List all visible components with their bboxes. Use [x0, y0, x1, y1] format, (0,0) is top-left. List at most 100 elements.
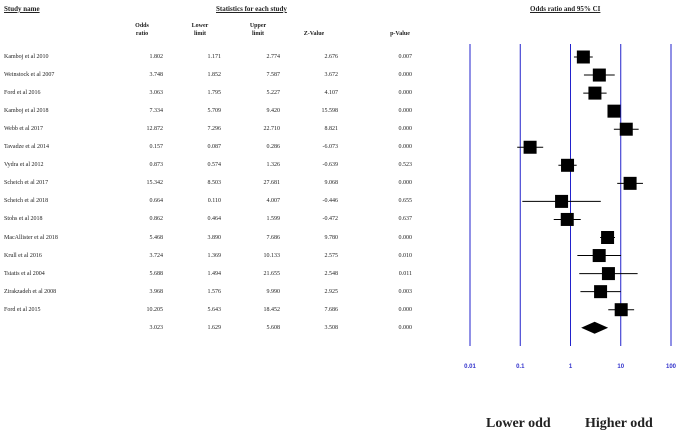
- cell-z: 9.780: [324, 234, 339, 241]
- cell-lower: 1.494: [207, 270, 222, 277]
- odds-ratio-marker: [576, 50, 590, 64]
- cell-z: 7.686: [324, 306, 339, 313]
- odds-ratio-marker: [592, 68, 606, 82]
- cell-upper: 0.286: [266, 144, 281, 151]
- cell-z: -0.446: [322, 198, 339, 205]
- statistics-header: Statistics for each study: [216, 5, 287, 13]
- cell-or: 1.802: [149, 54, 164, 60]
- cell-z: 3.508: [324, 324, 339, 331]
- cell-upper: 5.227: [266, 90, 281, 97]
- cell-upper: 22.710: [263, 126, 281, 133]
- study-name: Krull et al 2016: [4, 252, 42, 259]
- cell-upper: 4.007: [266, 198, 281, 205]
- odds-ratio-marker: [555, 194, 569, 208]
- cell-lower: 1.629: [207, 324, 222, 331]
- x-tick-label: 0.01: [464, 364, 476, 370]
- study-name: Ford et al 2015: [4, 306, 41, 313]
- odds-ratio-marker: [619, 122, 633, 136]
- cell-lower: 1.369: [207, 252, 222, 259]
- study-name-header: Study name: [4, 5, 40, 13]
- odds-ratio-marker: [561, 158, 575, 172]
- x-tick-label: 100: [666, 364, 677, 370]
- upper-limit-header-line2: limit: [252, 31, 264, 37]
- upper-limit-header-line1: Upper: [249, 23, 267, 29]
- study-name: Vydra et al 2012: [4, 162, 44, 169]
- cell-z: 9.068: [324, 180, 339, 187]
- cell-p: 0.000: [398, 306, 413, 313]
- cell-or: 3.724: [149, 252, 164, 259]
- cell-upper: 1.326: [266, 162, 281, 169]
- cell-or: 15.342: [146, 180, 164, 187]
- study-name: Webb et al 2017: [4, 126, 44, 133]
- cell-lower: 0.464: [207, 216, 222, 223]
- cell-z: 15.598: [321, 108, 339, 115]
- cell-lower: 3.890: [207, 234, 222, 241]
- study-name: Zirakzadeh et al 2008: [4, 288, 57, 295]
- study-name: Tsiatis et al 2004: [4, 270, 45, 277]
- cell-or: 5.688: [149, 270, 164, 277]
- odds-ratio-marker: [607, 104, 621, 118]
- cell-p: 0.000: [398, 90, 413, 97]
- forest-plot-header: Odds ratio and 95% CI: [530, 5, 601, 13]
- cell-p: 0.000: [398, 234, 413, 241]
- odds-ratio-marker: [588, 86, 602, 100]
- cell-upper: 9.990: [266, 288, 281, 295]
- cell-p: 0.011: [398, 270, 412, 277]
- cell-lower: 0.110: [207, 198, 221, 205]
- odds-ratio-marker: [614, 303, 628, 317]
- cell-lower: 0.087: [207, 144, 222, 151]
- odds-ratio-marker: [601, 231, 615, 244]
- cell-lower: 5.709: [207, 108, 222, 115]
- cell-or: 3.748: [149, 72, 164, 79]
- lower-limit-column-header: Lower limit: [176, 22, 224, 38]
- odds-ratio-marker: [560, 212, 574, 226]
- odds-ratio-marker: [592, 249, 606, 263]
- cell-upper: 18.452: [263, 306, 281, 313]
- cell-or: 3.023: [149, 324, 164, 331]
- study-name: Weinstock et al 2007: [4, 72, 55, 79]
- cell-or: 0.873: [149, 162, 164, 169]
- odds-ratio-marker: [623, 176, 637, 190]
- upper-limit-column-header: Upper limit: [234, 22, 282, 38]
- cell-lower: 1.852: [207, 72, 222, 79]
- study-name: Ford et al 2016: [4, 90, 41, 97]
- cell-z: 2.548: [324, 270, 339, 277]
- cell-z: 2.575: [324, 252, 339, 259]
- study-name: Tavadze et al 2014: [4, 144, 50, 151]
- odds-ratio-header-line1: Odds: [135, 23, 149, 29]
- x-tick-label: 0.1: [516, 364, 525, 370]
- cell-p: 0.523: [398, 162, 413, 169]
- cell-z: 4.107: [324, 90, 339, 97]
- cell-upper: 27.681: [263, 180, 281, 187]
- cell-or: 5.468: [149, 234, 164, 241]
- cell-p: 0.000: [398, 180, 413, 187]
- cell-or: 3.968: [149, 288, 164, 295]
- cell-lower: 5.643: [207, 306, 222, 313]
- study-name: Scheich et al 2017: [4, 180, 49, 187]
- cell-or: 0.862: [149, 216, 164, 223]
- cell-upper: 1.599: [266, 216, 281, 223]
- cell-upper: 7.587: [266, 72, 281, 79]
- cell-p: 0.007: [398, 54, 413, 60]
- cell-lower: 7.296: [207, 126, 222, 133]
- cell-p: 0.000: [398, 72, 413, 79]
- cell-lower: 1.171: [207, 54, 222, 60]
- cell-p: 0.000: [398, 108, 413, 115]
- cell-upper: 10.133: [263, 252, 281, 259]
- odds-ratio-marker: [601, 267, 615, 281]
- cell-or: 3.063: [149, 90, 164, 97]
- cell-z: -6.073: [322, 144, 339, 151]
- cell-z: 2.676: [324, 54, 339, 60]
- cell-or: 0.157: [149, 144, 164, 151]
- odds-ratio-marker: [523, 140, 537, 154]
- z-value-column-header: Z-Value: [303, 31, 325, 37]
- cell-z: 3.672: [324, 72, 339, 79]
- cell-or: 12.872: [146, 126, 164, 133]
- cell-upper: 21.655: [263, 270, 281, 277]
- study-name: MacAllister et al 2018: [4, 234, 58, 241]
- cell-lower: 1.576: [207, 288, 222, 295]
- p-value-column-header: p-Value: [390, 31, 410, 37]
- cell-p: 0.637: [398, 216, 413, 223]
- study-name: Kamboj et al 2010: [4, 54, 49, 60]
